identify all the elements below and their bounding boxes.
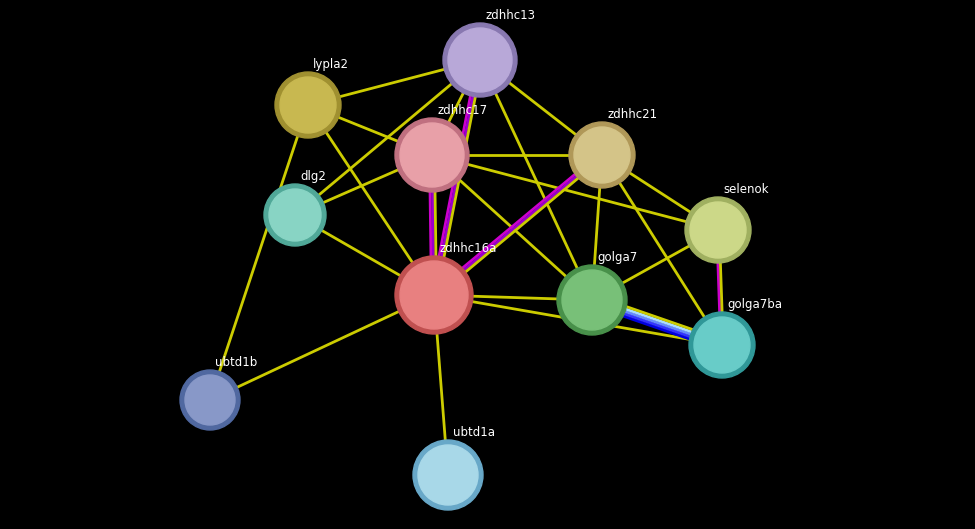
Text: zdhhc21: zdhhc21	[607, 108, 657, 121]
Circle shape	[185, 375, 235, 425]
Circle shape	[689, 312, 755, 378]
Text: lypla2: lypla2	[313, 58, 349, 71]
Circle shape	[275, 72, 341, 138]
Circle shape	[395, 118, 469, 192]
Circle shape	[690, 202, 746, 258]
Circle shape	[448, 28, 512, 92]
Text: zdhhc13: zdhhc13	[485, 9, 535, 22]
Circle shape	[694, 317, 750, 373]
Circle shape	[413, 440, 483, 510]
Circle shape	[180, 370, 240, 430]
Circle shape	[685, 197, 751, 263]
Circle shape	[269, 189, 321, 241]
Circle shape	[569, 122, 635, 188]
Text: zdhhc16a: zdhhc16a	[439, 242, 496, 255]
Circle shape	[557, 265, 627, 335]
Circle shape	[400, 261, 468, 329]
Text: ubtd1b: ubtd1b	[215, 356, 257, 369]
Text: selenok: selenok	[723, 183, 768, 196]
Text: golga7ba: golga7ba	[727, 298, 782, 311]
Circle shape	[443, 23, 517, 97]
Text: dlg2: dlg2	[300, 170, 326, 183]
Circle shape	[418, 445, 478, 505]
Text: ubtd1a: ubtd1a	[453, 426, 495, 439]
Circle shape	[280, 77, 336, 133]
Circle shape	[574, 127, 630, 183]
Circle shape	[562, 270, 622, 330]
Circle shape	[400, 123, 464, 187]
Circle shape	[395, 256, 473, 334]
Text: zdhhc17: zdhhc17	[437, 104, 488, 117]
Circle shape	[264, 184, 326, 246]
Text: golga7: golga7	[597, 251, 638, 264]
